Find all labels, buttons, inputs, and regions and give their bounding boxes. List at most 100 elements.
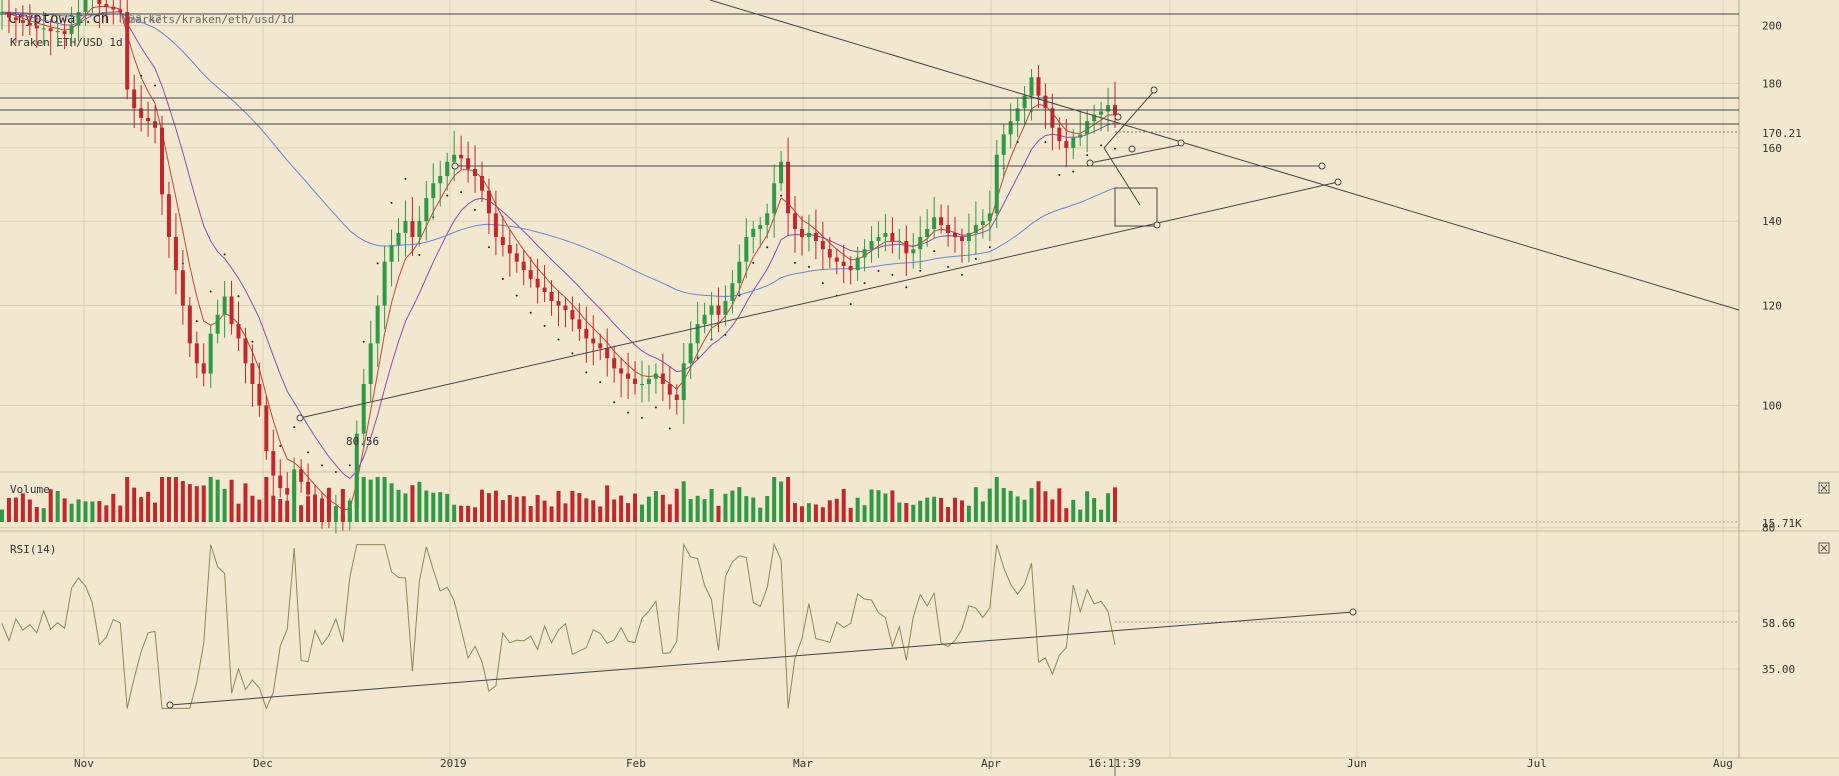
volume-bar: [653, 490, 658, 522]
candle-body: [438, 176, 443, 184]
candle-body: [417, 221, 422, 237]
candle-body: [1078, 134, 1083, 138]
volume-bar: [292, 480, 297, 522]
volume-bar: [876, 490, 881, 522]
drawing-handle: [1128, 145, 1136, 153]
x-tick-label: Mar: [793, 757, 813, 770]
volume-bar: [633, 493, 638, 522]
candle-body: [904, 241, 909, 254]
candle-body: [619, 368, 624, 374]
psar-dot: [362, 340, 365, 343]
drawing-handle: [166, 701, 174, 709]
volume-bar: [111, 493, 116, 522]
psar-dot: [1058, 173, 1061, 176]
volume-bar: [779, 481, 784, 522]
candle-body: [20, 20, 25, 23]
volume-bar: [0, 509, 4, 522]
volume-bar: [500, 500, 505, 522]
volume-bar: [980, 501, 985, 522]
volume-bar: [772, 477, 777, 522]
time-axis: Nov Dec 2019 Feb Mar Apr Jun Jul Aug: [74, 757, 1733, 770]
volume-bar: [556, 490, 561, 522]
candle-body: [660, 373, 665, 384]
psar-dot: [891, 273, 894, 276]
volume-bar: [173, 477, 178, 522]
volume-bar: [1113, 487, 1117, 522]
volume-bar: [424, 490, 429, 522]
trend-drawings[interactable]: [0, 0, 1740, 422]
candles: [0, 0, 1117, 534]
psar-dot: [1086, 154, 1089, 157]
volume-bar: [549, 506, 554, 522]
ema-mid-line: [1, 11, 1116, 480]
psar-dot: [1044, 141, 1047, 144]
volume-bar: [1078, 509, 1083, 522]
volume-close-icon[interactable]: [1818, 482, 1830, 494]
volume-bar: [946, 507, 951, 522]
rsi-panel-label: RSI(14): [10, 543, 56, 556]
volume-bar: [222, 488, 227, 522]
volume-bar: [667, 504, 672, 522]
candle-body: [521, 261, 526, 271]
candle-body: [459, 154, 464, 159]
volume-bar: [716, 505, 721, 522]
volume-bar: [201, 485, 206, 522]
drawing-handle: [1153, 221, 1161, 229]
volume-bar: [180, 481, 185, 522]
candle-body: [34, 25, 39, 29]
site-title[interactable]: Cryptowat.ch: [8, 11, 109, 27]
volume-bar: [890, 490, 895, 522]
psar-dot: [487, 246, 490, 249]
psar-dot: [390, 201, 393, 204]
volume-bar: [619, 495, 624, 522]
volume-bar: [187, 484, 192, 522]
volume-bar: [507, 495, 512, 522]
psar-dot: [640, 416, 643, 419]
candle-body: [737, 261, 742, 284]
volume-bar: [306, 496, 311, 522]
candle-body: [208, 333, 213, 374]
candle-body: [445, 161, 450, 177]
candle-body: [605, 348, 610, 359]
candle-body: [1106, 105, 1111, 112]
volume-bar: [264, 477, 269, 522]
candle-body: [772, 183, 777, 214]
psar-dot: [947, 265, 950, 268]
candle-body: [980, 221, 985, 226]
volume-bar: [236, 503, 241, 522]
volume-bar: [76, 499, 81, 522]
volume-bar: [827, 500, 832, 522]
volume-bar: [354, 477, 359, 522]
volume-bar: [229, 479, 234, 522]
x-tick-label: Feb: [626, 757, 646, 770]
volume-bar: [702, 499, 707, 522]
drawing-handle: [1349, 608, 1357, 616]
volume-bar: [69, 503, 74, 522]
volume-bar: [34, 507, 39, 522]
candle-body: [646, 378, 651, 384]
candle-body: [911, 249, 916, 254]
psar-dot: [418, 253, 421, 256]
volume-bar: [862, 505, 867, 522]
volume-bar: [299, 505, 304, 522]
rsi-close-icon[interactable]: [1818, 542, 1830, 554]
candle-body: [410, 221, 415, 237]
volume-bar: [215, 479, 220, 522]
psar-dot: [515, 294, 518, 297]
volume-bar: [1099, 509, 1104, 522]
x-tick-label: Nov: [74, 757, 94, 770]
psar-dot: [251, 340, 254, 343]
psar-dot: [1114, 147, 1116, 150]
volume-bar: [542, 500, 547, 522]
candle-body: [799, 228, 804, 237]
volume-bar: [431, 492, 436, 522]
volume-bar: [1022, 499, 1027, 522]
volume-bar: [319, 498, 324, 522]
candle-body: [146, 117, 151, 122]
candle-body: [69, 25, 74, 34]
psar-dot: [654, 406, 657, 409]
candle-body: [598, 343, 603, 349]
volume-bar: [1092, 497, 1097, 522]
candle-body: [855, 257, 860, 271]
